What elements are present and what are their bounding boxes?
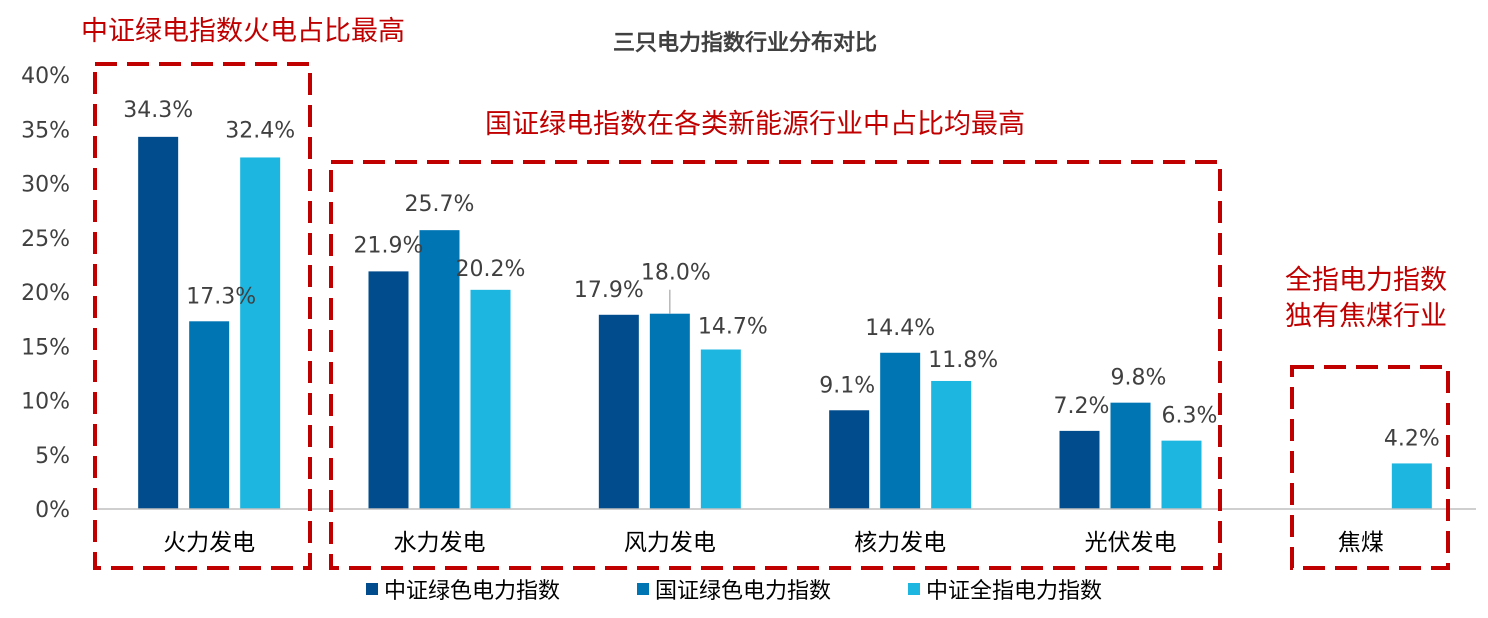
y-tick-label: 30% [21, 173, 70, 198]
bar [470, 289, 511, 509]
x-axis: 火力发电 水力发电 风力发电 核力发电 光伏发电 焦煤 [94, 508, 1476, 556]
legend-label-series-1: 中证绿色电力指数 [384, 579, 560, 604]
bar [931, 380, 972, 509]
bar [880, 352, 921, 509]
bar [419, 230, 460, 509]
legend-item-series-3: 中证全指电力指数 [908, 579, 1102, 604]
bar [1391, 463, 1432, 509]
data-label: 34.3% [123, 98, 193, 123]
y-tick-label: 25% [21, 227, 70, 252]
bar [189, 321, 230, 509]
y-tick-label: 15% [21, 335, 70, 360]
x-category-label: 焦煤 [1338, 530, 1384, 556]
annotation-coking-coal-line1: 全指电力指数 [1285, 265, 1447, 296]
y-axis: 0% 5% 10% 15% 20% 25% 30% 35% 40% [21, 64, 70, 523]
legend-swatch-series-1 [366, 583, 378, 595]
data-label: 9.8% [1111, 366, 1167, 391]
x-category-label: 光伏发电 [1085, 530, 1177, 556]
legend-item-series-2: 国证绿色电力指数 [637, 579, 831, 604]
y-tick-label: 5% [35, 444, 70, 469]
y-tick-label: 35% [21, 118, 70, 143]
data-label: 6.3% [1162, 404, 1218, 429]
data-label: 14.4% [865, 316, 935, 341]
legend-label-series-3: 中证全指电力指数 [926, 579, 1102, 604]
y-tick-label: 20% [21, 281, 70, 306]
data-label: 18.0% [641, 261, 711, 286]
x-category-label: 核力发电 [854, 530, 946, 556]
data-label: 21.9% [354, 233, 424, 258]
annotation-boxes [93, 62, 1450, 570]
bar [700, 349, 741, 509]
x-category-label: 火力发电 [163, 530, 255, 556]
bars [138, 136, 1432, 509]
bar [368, 271, 409, 509]
y-tick-label: 0% [35, 498, 70, 523]
data-label: 11.8% [928, 348, 998, 373]
data-label: 7.2% [1054, 394, 1110, 419]
x-category-label: 风力发电 [624, 530, 716, 556]
data-label: 32.4% [225, 118, 295, 143]
legend-swatch-series-2 [637, 583, 649, 595]
data-label: 20.2% [456, 257, 526, 282]
legend-label-series-2: 国证绿色电力指数 [655, 579, 831, 604]
annotation-coking-coal-line2: 独有焦煤行业 [1285, 301, 1447, 332]
data-labels: 34.3% 17.3% 32.4% 21.9% 25.7% 20.2% 17.9%18.0%… [123, 98, 1440, 452]
bar [649, 313, 690, 509]
bar [1059, 430, 1100, 509]
coking-coal-highlight-box [1290, 365, 1450, 570]
data-label: 14.7% [698, 315, 768, 340]
y-tick-label: 40% [21, 64, 70, 89]
annotation-renewables: 国证绿电指数在各类新能源行业中占比均最高 [485, 109, 1025, 140]
data-label: 17.3% [186, 284, 256, 309]
x-category-label: 水力发电 [394, 530, 486, 556]
y-tick-label: 10% [21, 390, 70, 415]
renewables-highlight-box [329, 160, 1222, 570]
data-label: 17.9% [574, 278, 644, 303]
data-label: 25.7% [405, 192, 475, 217]
data-label: 4.2% [1384, 426, 1440, 451]
thermal-highlight-box [93, 62, 312, 570]
chart-title: 三只电力指数行业分布对比 [613, 30, 877, 56]
bar [829, 410, 870, 509]
annotation-thermal: 中证绿电指数火电占比最高 [81, 16, 405, 47]
data-label: 9.1% [819, 373, 875, 398]
bar [240, 157, 281, 509]
bar [1110, 402, 1151, 509]
legend-swatch-series-3 [908, 583, 920, 595]
legend: 中证绿色电力指数 国证绿色电力指数 中证全指电力指数 [366, 579, 1102, 604]
legend-item-series-1: 中证绿色电力指数 [366, 579, 560, 604]
bar [138, 136, 179, 509]
bar [1161, 440, 1202, 509]
bar [598, 314, 639, 509]
